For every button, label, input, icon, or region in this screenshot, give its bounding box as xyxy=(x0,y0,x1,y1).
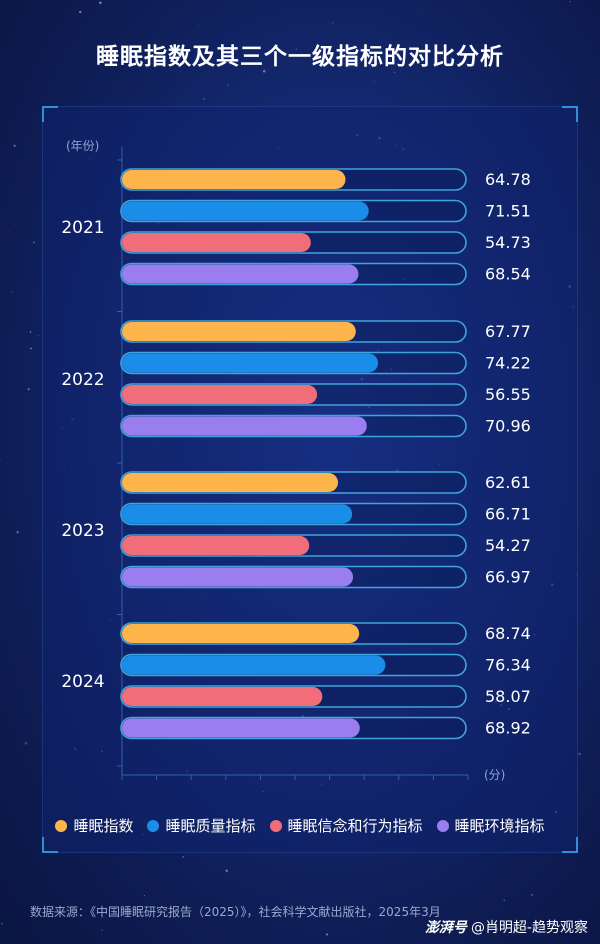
bar xyxy=(122,353,379,373)
data-source-note: 数据来源：《中国睡眠研究报告（2025）》，社会科学文献出版社，2025年3月 xyxy=(30,905,441,919)
chart-title: 睡眠指数及其三个一级指标的对比分析 xyxy=(96,44,504,70)
value-label: 58.07 xyxy=(485,687,531,706)
watermark-logo: 澎湃号 xyxy=(424,920,467,936)
bar xyxy=(122,473,339,492)
value-label: 62.61 xyxy=(485,473,531,492)
value-label: 56.55 xyxy=(485,385,531,404)
legend-label: 睡眠质量指标 xyxy=(165,817,256,835)
value-label: 67.77 xyxy=(485,322,531,341)
value-label: 66.97 xyxy=(485,568,531,587)
legend-dot xyxy=(436,819,449,832)
legend-dot xyxy=(55,819,68,832)
legend-item: 睡眠质量指标 xyxy=(147,815,256,836)
year-category-label: 2023 xyxy=(61,521,104,541)
value-label: 54.73 xyxy=(485,233,531,252)
y-axis-label: (年份) xyxy=(66,139,99,153)
year-category-label: 2021 xyxy=(61,218,104,238)
corner-decoration xyxy=(562,837,578,853)
corner-decoration xyxy=(562,106,578,122)
legend-label: 睡眠信念和行为指标 xyxy=(287,817,423,835)
bar xyxy=(122,322,356,341)
bar xyxy=(122,264,359,284)
value-label: 68.74 xyxy=(485,624,531,643)
value-label: 54.27 xyxy=(485,536,531,555)
corner-decoration xyxy=(42,106,58,122)
bar xyxy=(122,624,360,643)
bar xyxy=(122,718,360,738)
year-category-label: 2022 xyxy=(61,370,104,390)
legend-item: 睡眠环境指标 xyxy=(436,815,545,836)
legend-dot xyxy=(147,819,160,832)
value-label: 71.51 xyxy=(485,202,531,221)
x-axis-label: (分) xyxy=(484,768,505,782)
bar xyxy=(122,536,310,555)
corner-decoration xyxy=(42,837,58,853)
bar xyxy=(122,687,323,706)
bar xyxy=(122,655,386,675)
bar xyxy=(122,201,369,221)
legend-label: 睡眠指数 xyxy=(73,817,134,835)
value-label: 66.71 xyxy=(485,505,531,524)
value-label: 74.22 xyxy=(485,354,531,373)
bar xyxy=(122,170,346,189)
legend: 睡眠指数 睡眠质量指标 睡眠信念和行为指标 睡眠环境指标 xyxy=(0,815,600,836)
bar xyxy=(122,567,354,587)
bar xyxy=(122,504,353,524)
legend-label: 睡眠环境指标 xyxy=(454,817,545,835)
bar xyxy=(122,385,318,404)
bar xyxy=(122,233,311,252)
value-label: 70.96 xyxy=(485,417,531,436)
bar xyxy=(122,416,367,436)
year-category-label: 2024 xyxy=(61,672,104,692)
value-label: 68.92 xyxy=(485,719,531,738)
value-label: 76.34 xyxy=(485,656,531,675)
legend-item: 睡眠信念和行为指标 xyxy=(269,815,423,836)
watermark-author: @肖明超-趋势观察 xyxy=(470,920,588,936)
value-label: 64.78 xyxy=(485,170,531,189)
legend-dot xyxy=(269,819,282,832)
legend-item: 睡眠指数 xyxy=(55,815,133,836)
watermark: 澎湃号 @肖明超-趋势观察 xyxy=(425,917,588,937)
value-label: 68.54 xyxy=(485,265,531,284)
